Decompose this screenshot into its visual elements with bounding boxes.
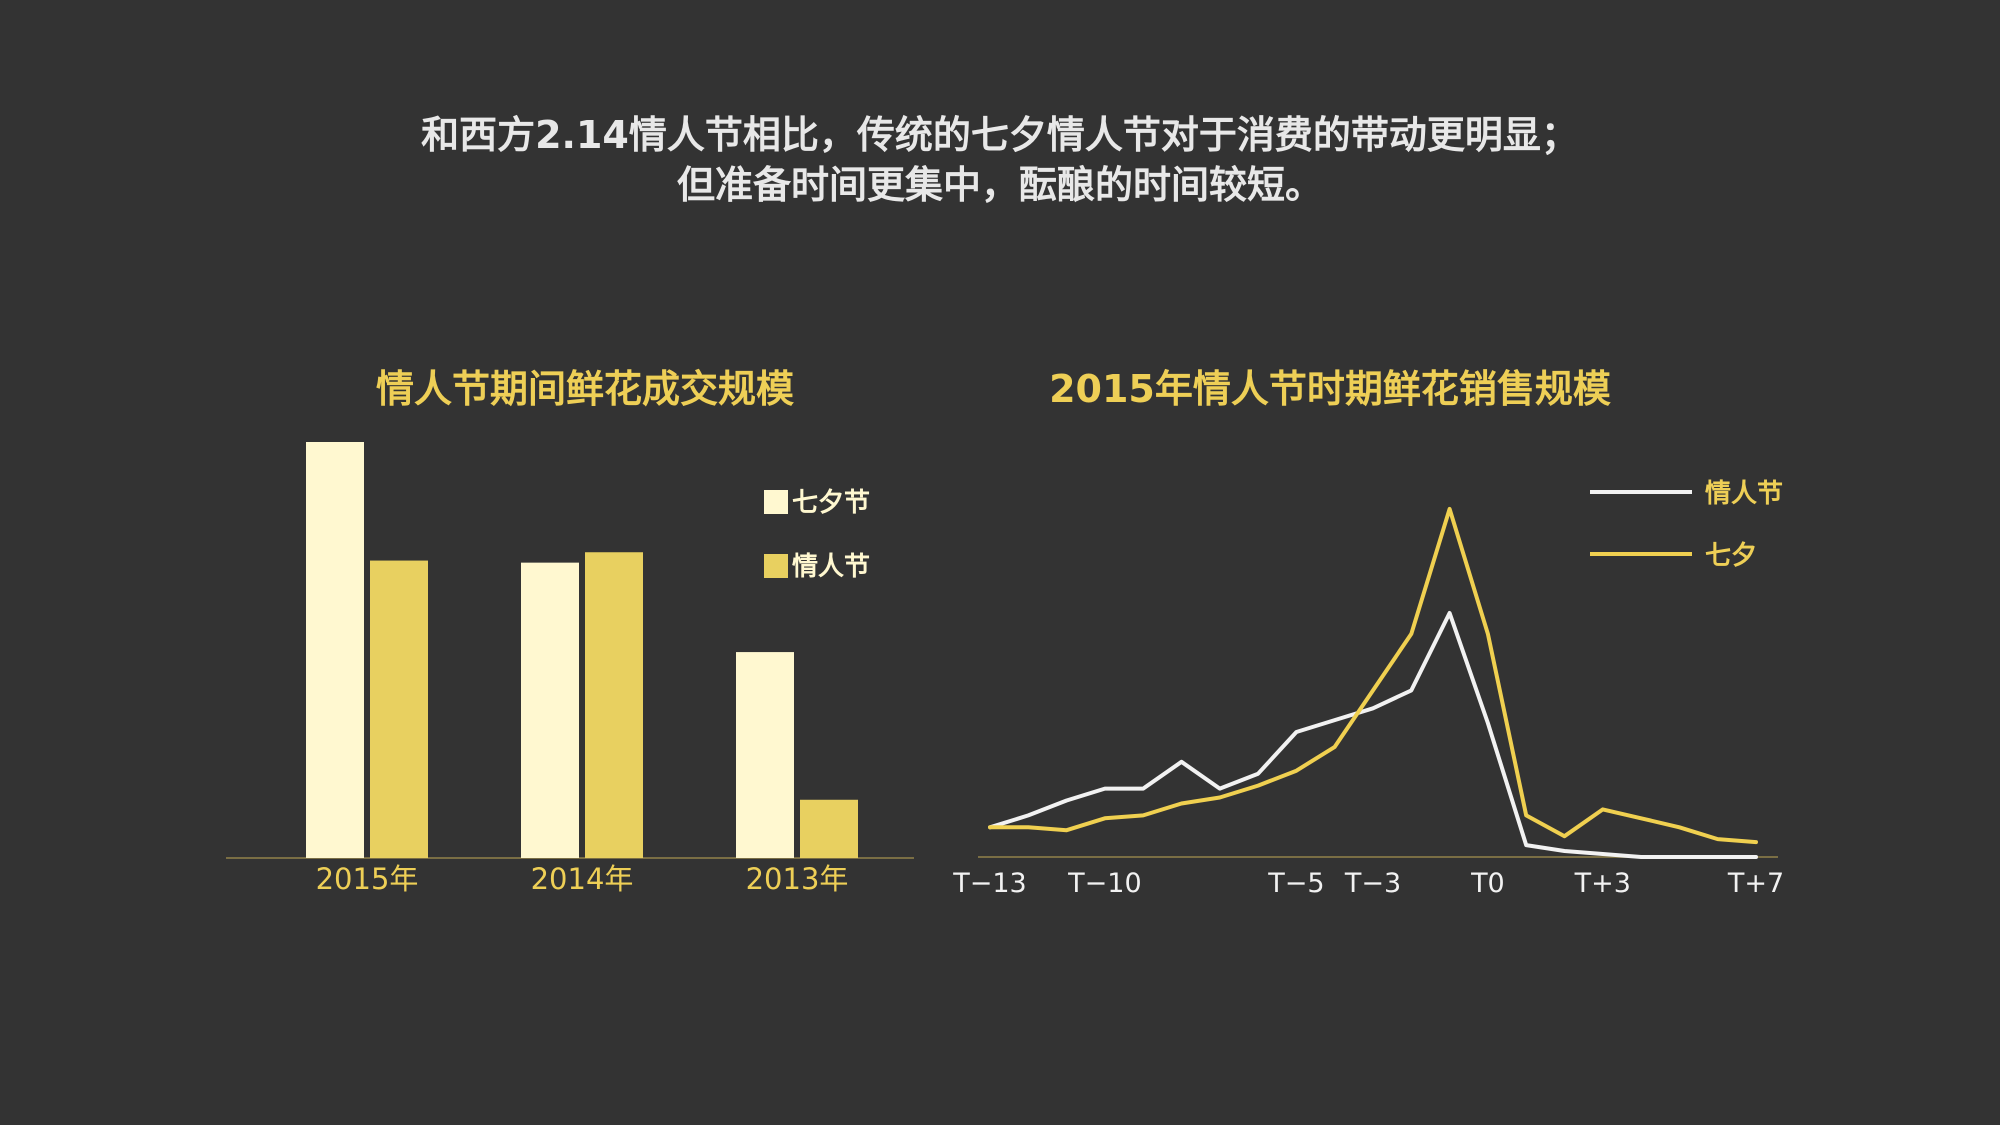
bar-category-label: 2014年 bbox=[531, 862, 634, 896]
bar-qixi-2013 bbox=[736, 652, 794, 858]
headline: 和西方2.14情人节相比，传统的七夕情人节对于消费的带动更明显； 但准备时间更集… bbox=[0, 110, 2000, 210]
headline-line-2: 但准备时间更集中，酝酿的时间较短。 bbox=[676, 163, 1323, 207]
bar-valentine-2015 bbox=[370, 560, 428, 858]
line-tick-label: T−5 bbox=[1267, 868, 1324, 899]
bar-category-label: 2015年 bbox=[316, 862, 419, 896]
bar-legend-label: 情人节 bbox=[792, 552, 870, 582]
bar-qixi-2015 bbox=[306, 442, 364, 858]
line-tick-label: T−10 bbox=[1067, 868, 1141, 899]
line-legend-label: 情人节 bbox=[1705, 479, 1783, 509]
line-tick-label: T+3 bbox=[1574, 868, 1631, 899]
line-tick-label: T−3 bbox=[1344, 868, 1401, 899]
line-chart-title: 2015年情人节时期鲜花销售规模 bbox=[1049, 367, 1611, 411]
line-tick-label: T0 bbox=[1470, 868, 1505, 899]
bar-legend-swatch-qixi bbox=[764, 490, 788, 514]
bar-chart-title: 情人节期间鲜花成交规模 bbox=[375, 367, 794, 411]
bar-category-label: 2013年 bbox=[746, 862, 849, 896]
line-series-qixi bbox=[988, 506, 1758, 845]
headline-line-1: 和西方2.14情人节相比，传统的七夕情人节对于消费的带动更明显； bbox=[421, 113, 1579, 157]
line-tick-label: T+7 bbox=[1727, 868, 1784, 899]
line-legend-label: 七夕 bbox=[1705, 541, 1757, 571]
line-tick-label: T−13 bbox=[952, 868, 1026, 899]
bar-qixi-2014 bbox=[521, 562, 579, 858]
bar-valentine-2013 bbox=[800, 799, 858, 858]
line-series-valentine bbox=[988, 611, 1758, 859]
bar-valentine-2014 bbox=[585, 552, 643, 858]
bar-legend-swatch-valentine bbox=[764, 554, 788, 578]
bar-legend-label: 七夕节 bbox=[792, 488, 870, 518]
